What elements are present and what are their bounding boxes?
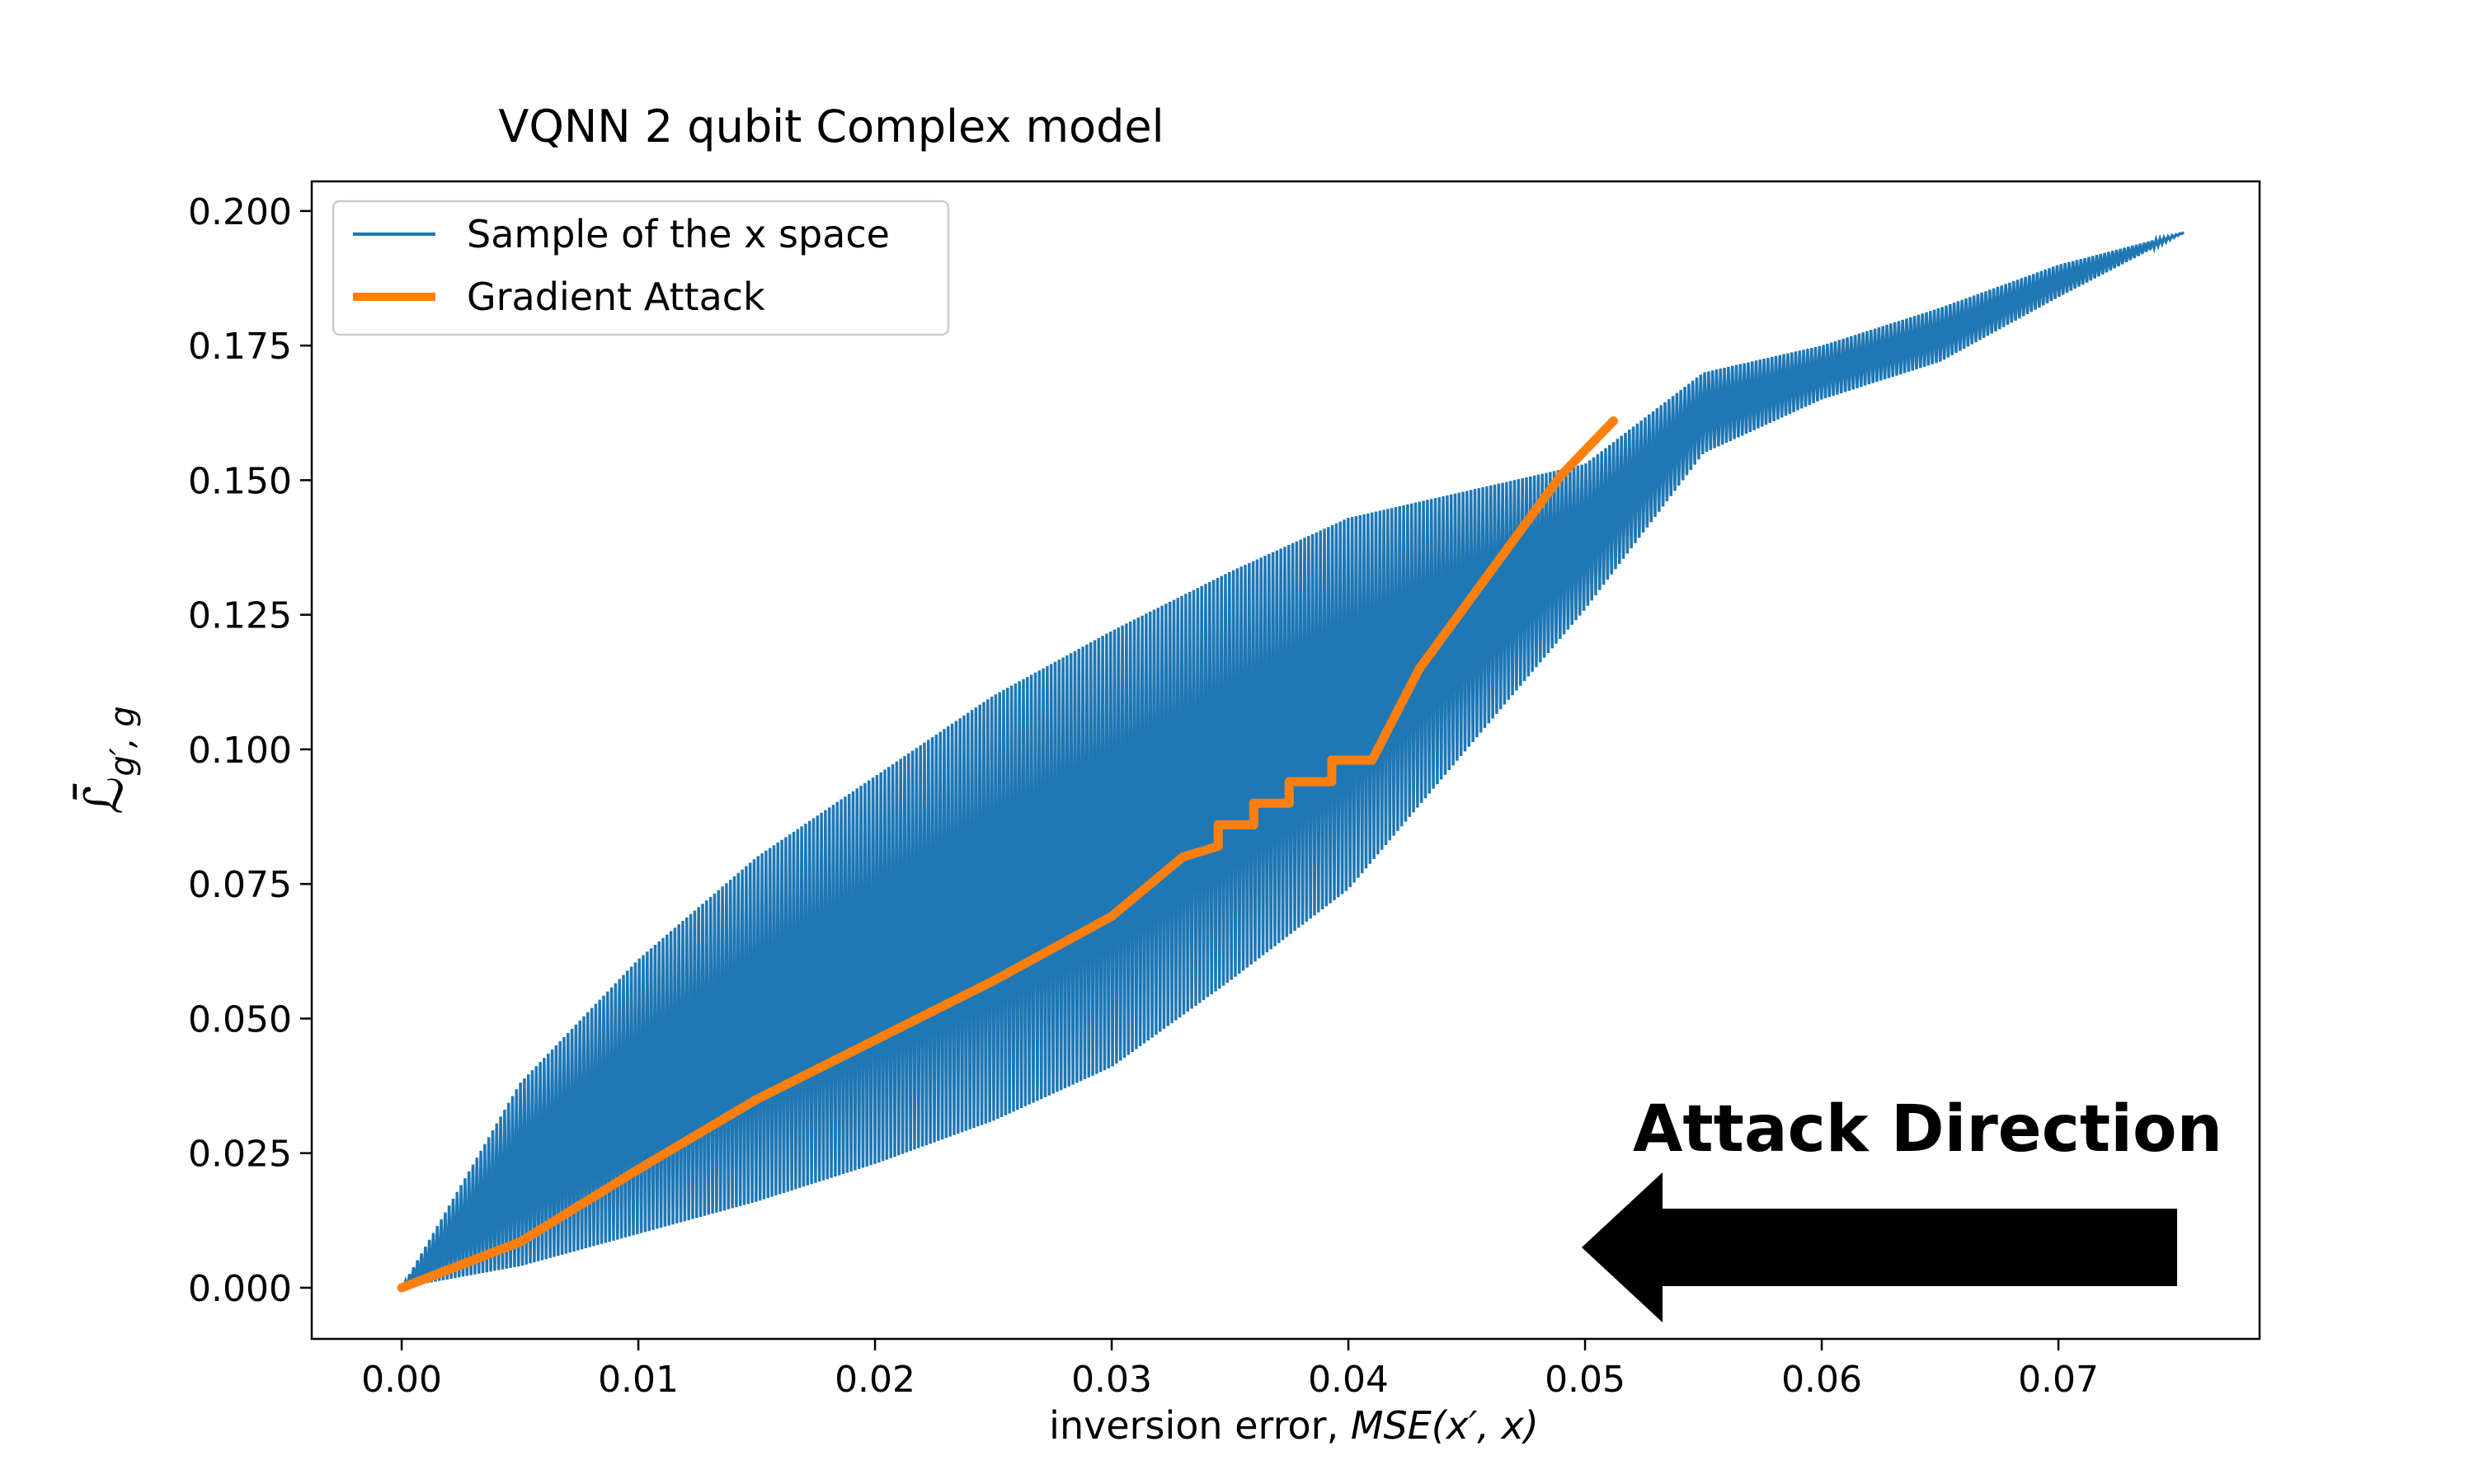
x-axis-label: inversion error, MSE(x′, x) <box>1049 1403 1539 1448</box>
attack-direction-label: Attack Direction <box>1633 1092 2222 1167</box>
gradient-attack-point <box>989 976 999 986</box>
axes-frame <box>310 180 2261 1341</box>
gradient-attack-point <box>515 1237 525 1247</box>
x-tick-label: 0.04 <box>1308 1359 1389 1401</box>
y-tick-label: 0.025 <box>188 1134 292 1176</box>
gradient-attack-point <box>633 1164 643 1174</box>
y-axis-label-group: ℒ̄g′, g <box>73 706 142 814</box>
gradient-attack-point <box>1609 416 1618 426</box>
gradient-attack-point <box>1284 777 1294 787</box>
x-axis-label-math: MSE(x′, x) <box>1351 1403 1539 1448</box>
gradient-attack-point <box>1107 911 1117 921</box>
legend-frame <box>332 200 950 336</box>
attack-direction-annotation: Attack Direction <box>1582 1092 2222 1322</box>
gradient-attack-point <box>1367 755 1377 765</box>
y-tick-label: 0.175 <box>188 326 292 368</box>
sample-line <box>401 231 2185 1289</box>
gradient-attack-point <box>1213 819 1223 829</box>
gradient-attack-point <box>752 1094 762 1104</box>
x-tick-label: 0.05 <box>1545 1359 1625 1401</box>
gradient-attack-point <box>1178 852 1188 862</box>
y-axis-label-symbol: ℒ̄ <box>73 777 135 815</box>
gradient-attack-point <box>1327 755 1337 765</box>
gradient-attack-point <box>1249 798 1258 808</box>
gradient-attack-point <box>1485 566 1495 576</box>
gradient-attack-point <box>870 1036 880 1045</box>
legend: Sample of the x space Gradient Attack <box>332 200 950 336</box>
gradient-attack-point <box>1327 777 1337 787</box>
chart-title: VQNN 2 qubit Complex model <box>498 101 1164 153</box>
y-tick-label: 0.075 <box>188 864 292 906</box>
legend-label-sample: Sample of the x space <box>467 212 890 256</box>
y-tick-label: 0.050 <box>188 998 292 1040</box>
x-axis: 0.00 0.01 0.02 0.03 0.04 0.05 0.06 0.07 <box>361 1339 2099 1401</box>
x-tick-label: 0.07 <box>2018 1359 2099 1401</box>
x-tick-label: 0.01 <box>598 1359 679 1401</box>
y-tick-label: 0.200 <box>188 191 292 233</box>
y-tick-label: 0.000 <box>188 1268 292 1310</box>
gradient-attack-point <box>1249 819 1258 829</box>
gradient-attack-point <box>1556 470 1566 480</box>
gradient-attack-point <box>1284 798 1294 808</box>
y-axis: 0.000 0.025 0.050 0.075 0.100 0.125 0.150 0.175… <box>188 191 312 1310</box>
y-tick-label: 0.150 <box>188 460 292 502</box>
x-axis-label-text: inversion error, <box>1049 1403 1351 1448</box>
y-axis-label: ℒ̄g′, g <box>73 706 142 814</box>
gradient-attack-point <box>1213 842 1223 851</box>
gradient-attack-point <box>1414 664 1424 674</box>
plot-area <box>310 180 2261 1341</box>
attack-direction-arrow-icon <box>1582 1172 2177 1322</box>
y-tick-label: 0.100 <box>188 730 292 772</box>
y-tick-label: 0.125 <box>188 595 292 637</box>
gradient-attack-point <box>397 1283 407 1293</box>
x-tick-label: 0.02 <box>835 1359 915 1401</box>
x-tick-label: 0.06 <box>1781 1359 1862 1401</box>
x-tick-label: 0.03 <box>1071 1359 1152 1401</box>
y-axis-label-subscript: g′, g <box>104 706 142 776</box>
x-tick-label: 0.00 <box>361 1359 442 1401</box>
series-sample-of-x-space <box>401 231 2185 1289</box>
legend-label-gradient-attack: Gradient Attack <box>467 275 765 319</box>
series-gradient-attack <box>397 416 1618 1293</box>
